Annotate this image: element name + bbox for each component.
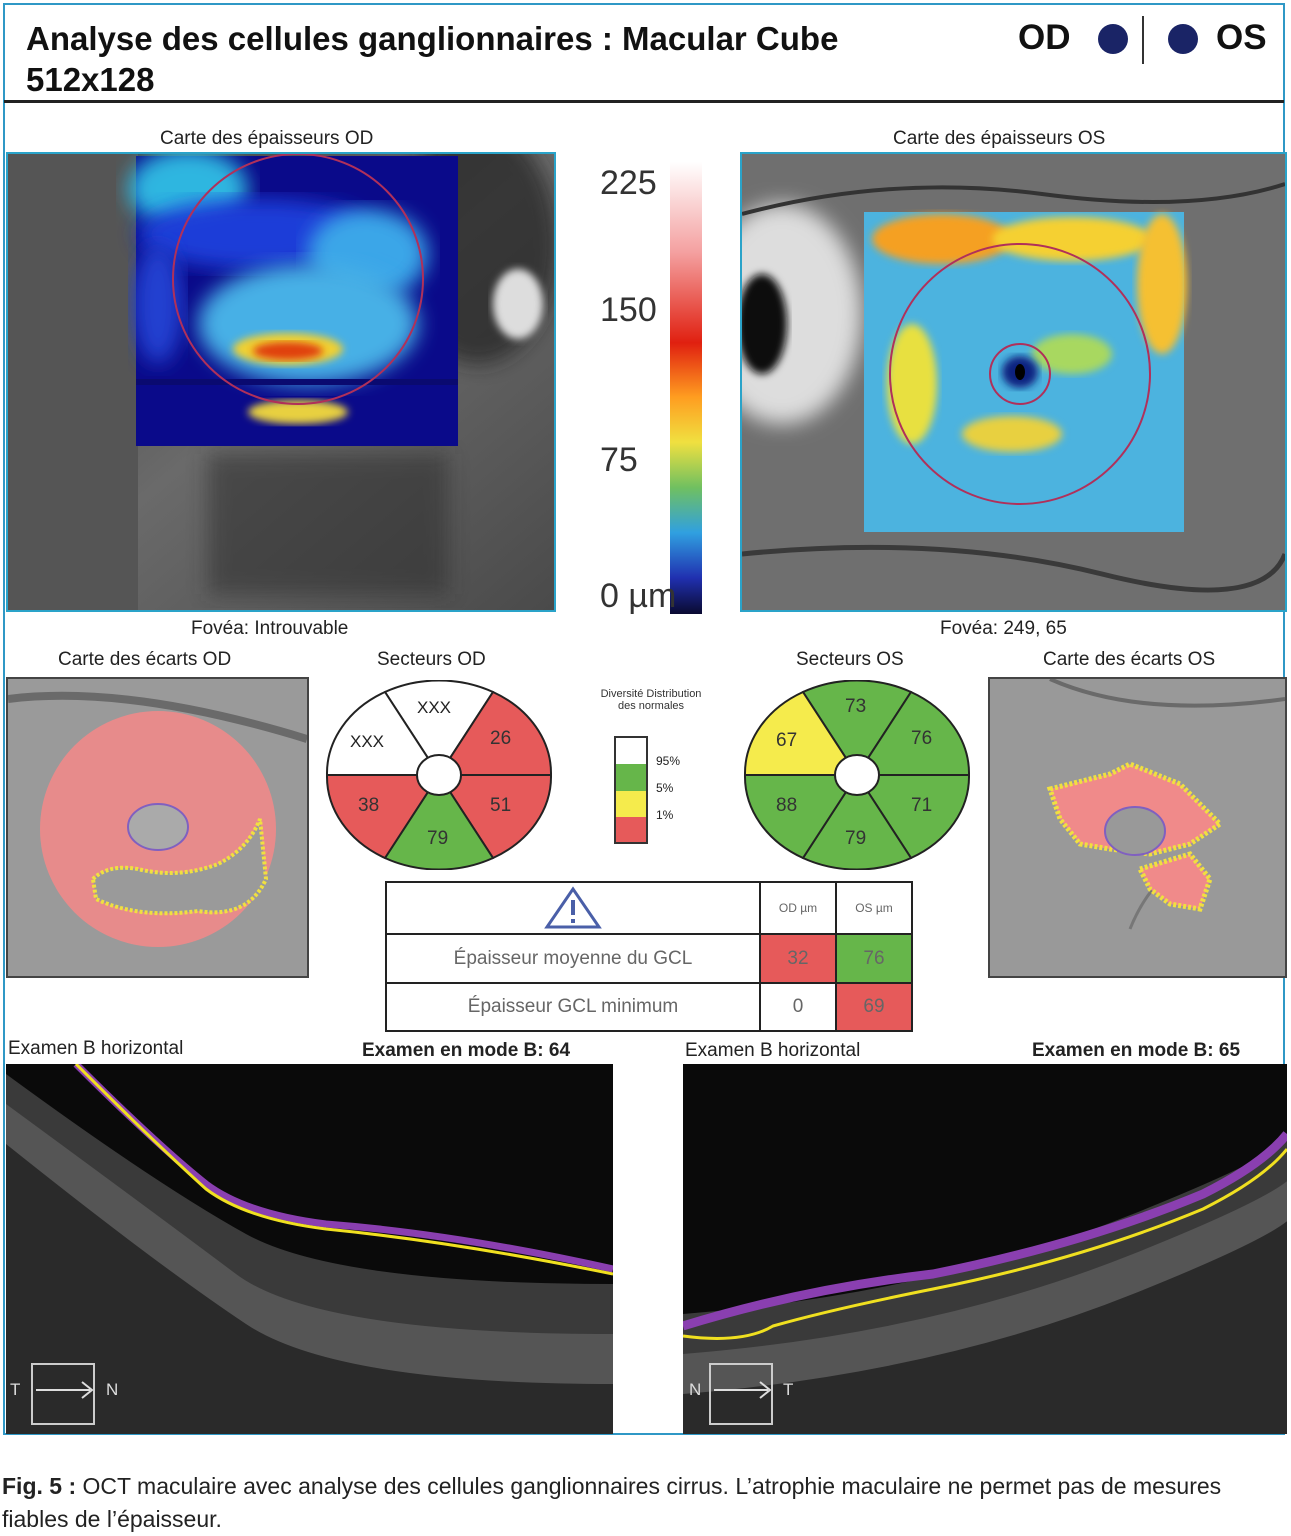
- os-sector-top-left: 67: [776, 730, 798, 751]
- thickness-colorbar: [662, 162, 704, 614]
- od-sector-bottom: 79: [427, 828, 449, 849]
- legend-title: Diversité Distribution des normales: [600, 688, 702, 712]
- os-sector-bottom-left: 88: [776, 795, 798, 816]
- row-mean-os: 76: [835, 933, 913, 984]
- legend-red-swatch: [616, 817, 646, 842]
- warning-cell: [385, 881, 761, 935]
- colorbar-label-0: 0 µm: [600, 577, 677, 615]
- gcl-table: OD µm OS µm Épaisseur moyenne du GCL 32 …: [385, 881, 913, 1032]
- report-header: Analyse des cellules ganglionnaires : Ma…: [4, 4, 1284, 103]
- row-mean-label: Épaisseur moyenne du GCL: [385, 933, 761, 984]
- row-min-os: 69: [835, 982, 913, 1032]
- legend-yellow-swatch: [616, 791, 646, 817]
- legend-tick-95: 95%: [656, 754, 681, 768]
- os-sectors-title: Secteurs OS: [796, 649, 904, 670]
- od-deviation-title: Carte des écarts OD: [58, 649, 232, 670]
- col-header-od: OD µm: [759, 881, 837, 935]
- os-sector-top: 73: [845, 696, 867, 717]
- row-min-label: Épaisseur GCL minimum: [385, 982, 761, 1032]
- colorbar-label-75: 75: [600, 441, 638, 479]
- od-bscan-image: T N: [6, 1064, 613, 1434]
- eye-os-label: OS: [1216, 18, 1267, 57]
- od-deviation-map: [6, 677, 309, 978]
- od-bscan-title: Examen B horizontal: [8, 1038, 184, 1059]
- header-divider: [1142, 16, 1144, 64]
- row-mean-od: 32: [759, 933, 837, 984]
- caption-label: Fig. 5 :: [2, 1473, 77, 1499]
- row-min-od: 0: [759, 982, 837, 1032]
- od-sector-top-left: XXX: [350, 732, 385, 751]
- os-bscan-title: Examen B horizontal: [685, 1040, 861, 1061]
- od-fovea-label: Fovéa: Introuvable: [191, 618, 349, 639]
- od-sector-bottom-left: 38: [358, 795, 380, 816]
- legend-white-swatch: [616, 738, 646, 764]
- os-bscan-mode: Examen en mode B: 65: [1032, 1040, 1241, 1061]
- title-line-1: Analyse des cellules ganglionnaires : Ma…: [26, 20, 839, 57]
- normative-legend: Diversité Distribution des normales 95% …: [596, 688, 706, 848]
- os-thickness-map: [740, 152, 1287, 612]
- os-bscan-image: N T: [683, 1064, 1287, 1434]
- os-deviation-map: [988, 677, 1287, 978]
- title-line-2: 512x128: [26, 61, 155, 98]
- od-sector-top-right: 26: [490, 728, 512, 749]
- os-fovea-label: Fovéa: 249, 65: [940, 618, 1067, 639]
- eye-od-label: OD: [1018, 18, 1071, 57]
- os-bscan-dir-left: N: [689, 1380, 702, 1399]
- col-header-os: OS µm: [835, 881, 913, 935]
- legend-green-swatch: [616, 764, 646, 791]
- od-sector-top: XXX: [417, 698, 452, 717]
- colorbar-label-150: 150: [600, 291, 657, 329]
- od-bscan-dir-right: N: [106, 1380, 119, 1399]
- os-sector-bottom-right: 71: [911, 795, 933, 816]
- os-deviation-title: Carte des écarts OS: [1043, 649, 1216, 670]
- od-bscan-mode: Examen en mode B: 64: [362, 1040, 571, 1061]
- os-bscan-dir-right: T: [783, 1380, 794, 1399]
- os-sectors-chart: 73 76 71 79 88 67: [743, 680, 971, 870]
- od-sectors-title: Secteurs OD: [377, 649, 486, 670]
- figure-caption: Fig. 5 : OCT maculaire avec analyse des …: [0, 1470, 1291, 1536]
- os-sector-bottom: 79: [845, 828, 867, 849]
- od-thickness-title: Carte des épaisseurs OD: [160, 128, 374, 149]
- od-bscan-dir-left: T: [10, 1380, 21, 1399]
- od-thickness-map: [6, 152, 556, 612]
- report-title: Analyse des cellules ganglionnaires : Ma…: [26, 18, 956, 100]
- colorbar-label-225: 225: [600, 164, 657, 202]
- legend-tick-5: 5%: [656, 781, 674, 795]
- caption-text: OCT maculaire avec analyse des cellules …: [2, 1473, 1222, 1532]
- warning-triangle-icon: [544, 886, 602, 929]
- os-thickness-title: Carte des épaisseurs OS: [893, 128, 1106, 149]
- od-sector-bottom-right: 51: [490, 795, 512, 816]
- eye-os-dot-icon: [1168, 24, 1198, 54]
- legend-tick-1: 1%: [656, 808, 674, 822]
- od-sectors-chart: XXX 26 51 79 38 XXX: [325, 680, 553, 870]
- os-sector-top-right: 76: [911, 728, 933, 749]
- eye-od-dot-icon: [1098, 24, 1128, 54]
